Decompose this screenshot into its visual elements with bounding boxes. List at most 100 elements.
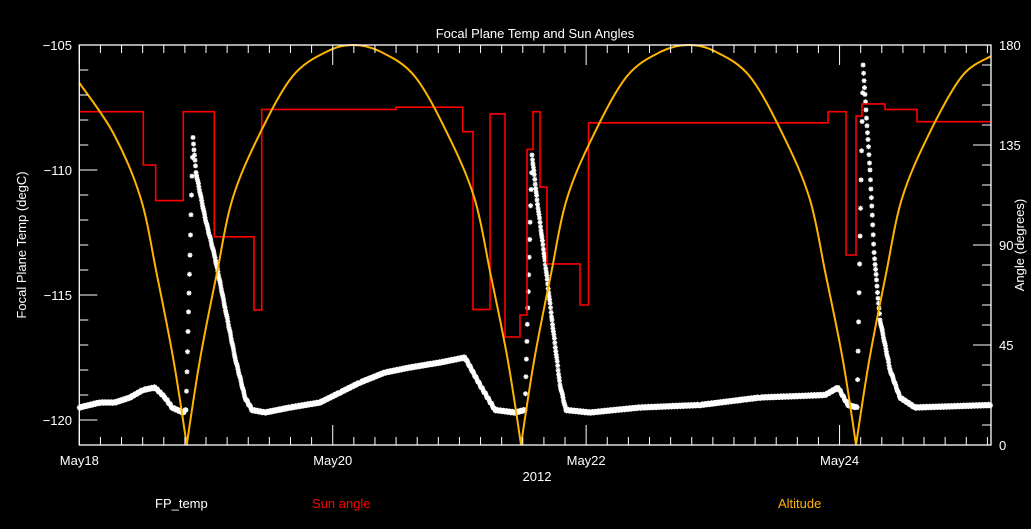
fp-temp-point <box>208 238 214 244</box>
fp-temp-point <box>868 195 874 201</box>
fp-temp-point <box>217 280 223 286</box>
fp-temp-point <box>883 345 889 351</box>
fp-temp-point <box>872 256 878 262</box>
fp-temp-point <box>544 272 550 278</box>
fp-temp-point <box>859 119 865 124</box>
fp-temp-point <box>202 212 208 218</box>
fp-temp-point <box>872 262 878 267</box>
fp-temp-point <box>549 314 554 320</box>
fp-temp-point <box>552 344 558 350</box>
fp-temp-point <box>540 246 546 252</box>
fp-temp-point <box>532 181 538 187</box>
fp-temp-point <box>555 367 561 373</box>
fp-temp-point <box>886 363 892 369</box>
fp-temp-point <box>218 286 224 292</box>
fp-temp-point <box>551 332 557 338</box>
fp-temp-point <box>553 348 559 354</box>
fp-temp-point <box>199 201 205 207</box>
fp-temp-point <box>538 224 543 230</box>
fp-temp-point <box>241 390 247 396</box>
fp-temp-point <box>526 254 532 260</box>
fp-temp-point <box>879 328 885 334</box>
fp-temp-point <box>530 157 535 163</box>
fp-temp-point <box>523 374 529 380</box>
fp-temp-point <box>871 241 877 247</box>
y-left-tick-label: −110 <box>44 163 72 178</box>
fp-temp-point <box>531 172 537 178</box>
fp-temp-point <box>858 177 864 183</box>
fp-temp-point <box>557 378 562 384</box>
fp-temp-point <box>875 295 881 301</box>
fp-temp-point <box>543 269 549 275</box>
fp-temp-point <box>523 391 528 397</box>
fp-temp-point <box>550 325 556 331</box>
altitude-line <box>78 43 992 446</box>
fp-temp-point <box>186 309 191 315</box>
fp-temp-point <box>195 181 201 187</box>
fp-temp-point <box>189 192 194 198</box>
fp-temp-point <box>863 99 868 105</box>
plot-marks <box>76 43 993 446</box>
y-left-tick-label: −115 <box>44 288 72 303</box>
fp-temp-point <box>224 316 230 322</box>
x-tick-label: May20 <box>313 453 352 468</box>
fp-temp-point <box>867 160 872 166</box>
fp-temp-point <box>220 294 226 300</box>
fp-temp-point <box>547 297 553 302</box>
fp-temp-point <box>536 211 542 217</box>
y-left-tick-label: −120 <box>43 413 72 428</box>
fp-temp-point <box>551 335 557 341</box>
fp-temp-point <box>863 107 869 113</box>
fp-temp-point <box>235 366 241 372</box>
fp-temp-point <box>238 378 244 384</box>
fp-temp-point <box>530 164 536 170</box>
fp-temp-point <box>873 271 879 277</box>
fp-temp-point <box>543 266 549 272</box>
y-right-tick-label: 135 <box>999 138 1021 153</box>
fp-temp-point <box>855 348 861 354</box>
fp-temp-point <box>866 144 871 150</box>
fp-temp-point <box>885 357 891 363</box>
fp-temp-point <box>184 369 190 375</box>
fp-temp-point <box>527 237 533 242</box>
fp-temp-point <box>869 212 875 218</box>
x-tick-label: May22 <box>567 453 606 468</box>
fp-temp-point <box>880 331 886 337</box>
fp-temp-point <box>212 255 218 260</box>
fp-temp-point <box>544 276 550 282</box>
fp-temp-point <box>860 62 866 68</box>
fp-temp-point <box>535 201 540 207</box>
fp-temp-point <box>523 356 529 362</box>
fp-temp-point <box>235 364 240 370</box>
fp-temp-point <box>190 154 195 160</box>
fp-temp-point <box>550 322 555 327</box>
fp-temp-point <box>875 290 880 295</box>
legend-fp-temp: FP_temp <box>155 496 208 511</box>
fp-temp-point <box>529 170 535 176</box>
fp-temp-point <box>542 262 548 268</box>
fp-temp-point <box>187 252 193 258</box>
fp-temp-point <box>856 319 862 325</box>
fp-temp-point <box>855 377 861 383</box>
fp-temp-point <box>868 177 873 183</box>
x-tick-label: May24 <box>820 453 859 468</box>
fp-temp-point <box>193 163 198 169</box>
fp-temp-point <box>548 305 554 311</box>
chart-title: Focal Plane Temp and Sun Angles <box>436 26 635 41</box>
fp-temp-point <box>539 234 545 240</box>
fp-temp-point <box>183 407 189 413</box>
fp-temp-point <box>557 382 563 388</box>
fp-temp-point <box>522 407 528 413</box>
fp-temp-point <box>870 232 876 238</box>
fp-temp-point <box>228 336 234 342</box>
fp-temp-point <box>227 330 233 336</box>
fp-temp-point <box>190 135 196 140</box>
y-right-tick-label: 0 <box>999 438 1006 453</box>
fp-temp-point <box>869 203 875 209</box>
fp-temp-point <box>862 85 867 91</box>
fp-temp-point <box>191 141 196 147</box>
fp-temp-point <box>877 317 883 323</box>
fp-temp-point <box>874 283 880 289</box>
fp-temp-point <box>232 355 238 360</box>
